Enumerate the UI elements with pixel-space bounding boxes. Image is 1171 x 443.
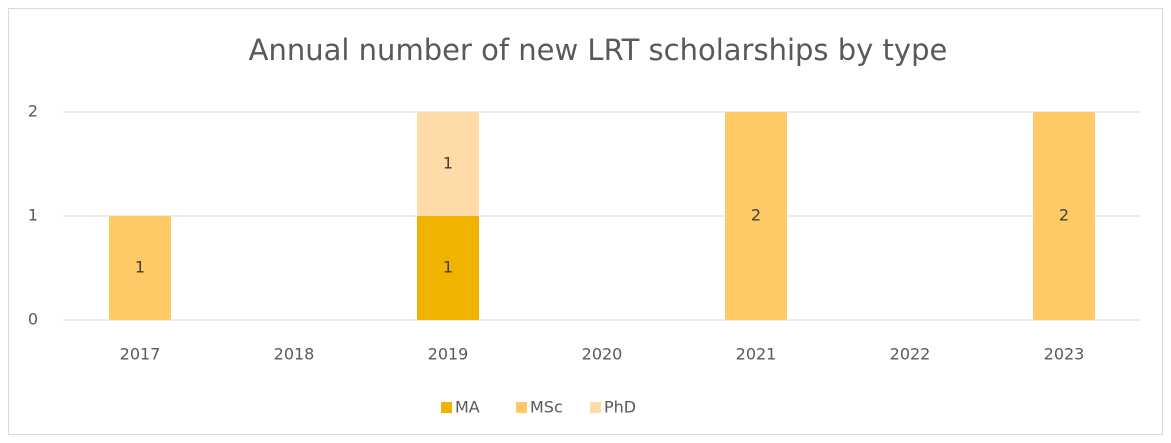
bar-segment [1033,112,1095,320]
x-tick-label: 2020 [582,345,623,364]
legend-label: MSc [530,398,563,417]
data-label: 1 [135,258,145,277]
x-tick-label: 2023 [1044,345,1085,364]
legend-swatch [441,402,452,413]
data-label: 1 [443,154,453,173]
x-tick-label: 2017 [120,345,161,364]
legend-swatch [590,402,601,413]
data-label: 2 [1059,206,1069,225]
y-tick-label: 1 [28,206,38,225]
legend-label: PhD [604,398,636,417]
chart-frame [8,8,1163,435]
chart-title: Annual number of new LRT scholarships by… [249,33,948,67]
y-tick-label: 2 [28,102,38,121]
legend-swatch [516,402,527,413]
bar-segment [417,216,479,320]
bar-segment [725,112,787,320]
x-tick-label: 2021 [736,345,777,364]
x-tick-label: 2018 [274,345,315,364]
data-label: 2 [751,206,761,225]
x-tick-label: 2019 [428,345,469,364]
data-label: 1 [443,258,453,277]
x-tick-label: 2022 [890,345,931,364]
y-tick-label: 0 [28,310,38,329]
legend-label: MA [455,398,480,417]
bar-segment [417,112,479,216]
bar-segment [109,216,171,320]
